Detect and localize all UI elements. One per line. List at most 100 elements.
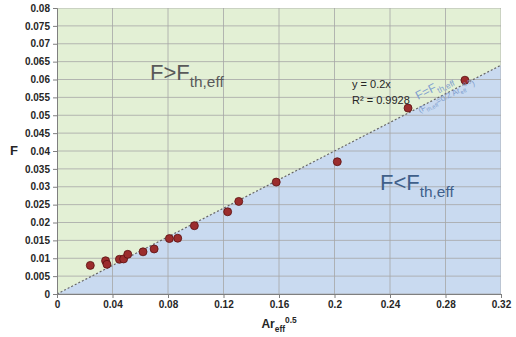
tick-label: 0.06	[31, 74, 51, 85]
r-squared: R² = 0.9928	[352, 94, 410, 106]
text-part: F	[10, 143, 18, 158]
point	[124, 250, 132, 258]
tick-mark	[53, 62, 57, 63]
tick-label: 0.02	[31, 217, 51, 228]
tick-mark	[53, 26, 57, 27]
point	[224, 208, 232, 216]
tick-label: 0.04	[31, 146, 51, 157]
tick-mark	[335, 294, 336, 298]
tick: 0.025	[25, 199, 57, 210]
point	[150, 245, 158, 253]
tick-mark	[113, 294, 114, 298]
tick: 0.08	[159, 294, 179, 310]
tick-mark	[53, 205, 57, 206]
tick-label: 0.03	[31, 181, 51, 192]
plot-area	[57, 8, 501, 294]
x-axis: 0 0.04 0.08 0.12 0.16 0.2 0.24 0.28 0.32	[55, 294, 512, 310]
text-part: Ar	[261, 317, 275, 331]
tick-mark	[53, 8, 57, 9]
tick-label: 0.065	[25, 56, 50, 67]
tick-mark	[53, 97, 57, 98]
region-label: F<Fth,eff	[380, 170, 454, 200]
tick-mark	[53, 151, 57, 152]
tick-mark	[446, 294, 447, 298]
point	[139, 248, 147, 256]
axis-line	[53, 9, 58, 295]
tick-label: 0.32	[492, 299, 512, 310]
tick-label: 0.12	[214, 299, 234, 310]
tick-label: 0	[55, 299, 61, 310]
tick: 0.03	[31, 181, 57, 192]
grid-line-x	[501, 8, 502, 294]
grid-line-x	[390, 8, 391, 294]
tick-mark	[53, 187, 57, 188]
tick-mark	[53, 169, 57, 170]
tick: 0.12	[214, 294, 234, 310]
grid-line-x	[445, 8, 446, 294]
tick: 0	[44, 289, 57, 300]
text-part: y = 0.2x	[352, 78, 391, 90]
tick: 0.06	[31, 74, 57, 85]
tick-mark	[224, 294, 225, 298]
tick-mark	[53, 258, 57, 259]
tick-mark	[53, 276, 57, 277]
text-part: eff	[275, 324, 285, 334]
x-axis-title: Areff0.5	[261, 315, 297, 333]
tick-label: 0.055	[25, 92, 50, 103]
tick-label: 0.05	[31, 110, 51, 121]
tick-mark	[390, 294, 391, 298]
grid-line-x	[279, 8, 280, 294]
tick-label: 0.07	[31, 38, 51, 49]
tick-label: 0.08	[159, 299, 179, 310]
text-part: F>F	[150, 60, 190, 85]
point	[86, 261, 94, 269]
tick: 0.05	[31, 110, 57, 121]
tick: 0.01	[31, 253, 57, 264]
tick: 0.04	[31, 146, 57, 157]
tick: 0.005	[25, 271, 57, 282]
y-axis: 0 0.005 0.01 0.015 0.02 0.025 0.03 0.035 0.04 0.0…	[25, 3, 58, 300]
tick-label: 0.005	[25, 271, 50, 282]
tick-label: 0.16	[270, 299, 290, 310]
tick: 0.035	[25, 164, 57, 175]
tick-label: 0.01	[31, 253, 51, 264]
point	[103, 260, 111, 268]
tick-label: 0.08	[31, 3, 51, 14]
tick-label: 0.2	[328, 299, 342, 310]
line-label-formula: (Fth,eff=0.2 Areff0.5)	[416, 77, 477, 116]
tick-label: 0.015	[25, 235, 50, 246]
tick-label: 0.28	[436, 299, 456, 310]
y-axis-title: F	[10, 143, 18, 158]
tick-mark	[53, 133, 57, 134]
points	[86, 76, 469, 269]
tick: 0.2	[328, 294, 342, 310]
tick-mark	[53, 240, 57, 241]
tick-label: 0.035	[25, 164, 50, 175]
point	[235, 197, 243, 205]
text-part: eff	[459, 87, 468, 95]
tick-mark	[53, 80, 57, 81]
tick-label: 0.24	[381, 299, 401, 310]
tick-label: 0.025	[25, 199, 50, 210]
tick-mark	[279, 294, 280, 298]
tick-mark	[53, 115, 57, 116]
grid-line-x	[223, 8, 224, 294]
tick-label: 0.075	[25, 21, 50, 32]
text-part: 0.5	[285, 315, 297, 325]
tick: 0.07	[31, 38, 57, 49]
axis-line	[58, 295, 502, 299]
chart: 0 0.04 0.08 0.12 0.16 0.2 0.24 0.28 0.32 0 0.005 0.…	[0, 0, 516, 337]
point	[333, 158, 341, 166]
grid-line-x	[112, 8, 113, 294]
region-above	[57, 8, 501, 294]
text-part: F<F	[380, 170, 420, 195]
tick-label: 0	[44, 289, 50, 300]
tick: 0.075	[25, 21, 57, 32]
grid-line-x	[168, 8, 169, 294]
point	[165, 235, 173, 243]
tick: 0.08	[31, 3, 57, 14]
tick: 0	[55, 294, 61, 310]
tick: 0.16	[270, 294, 290, 310]
tick-mark	[168, 294, 169, 298]
tick-label: 0.04	[103, 299, 123, 310]
